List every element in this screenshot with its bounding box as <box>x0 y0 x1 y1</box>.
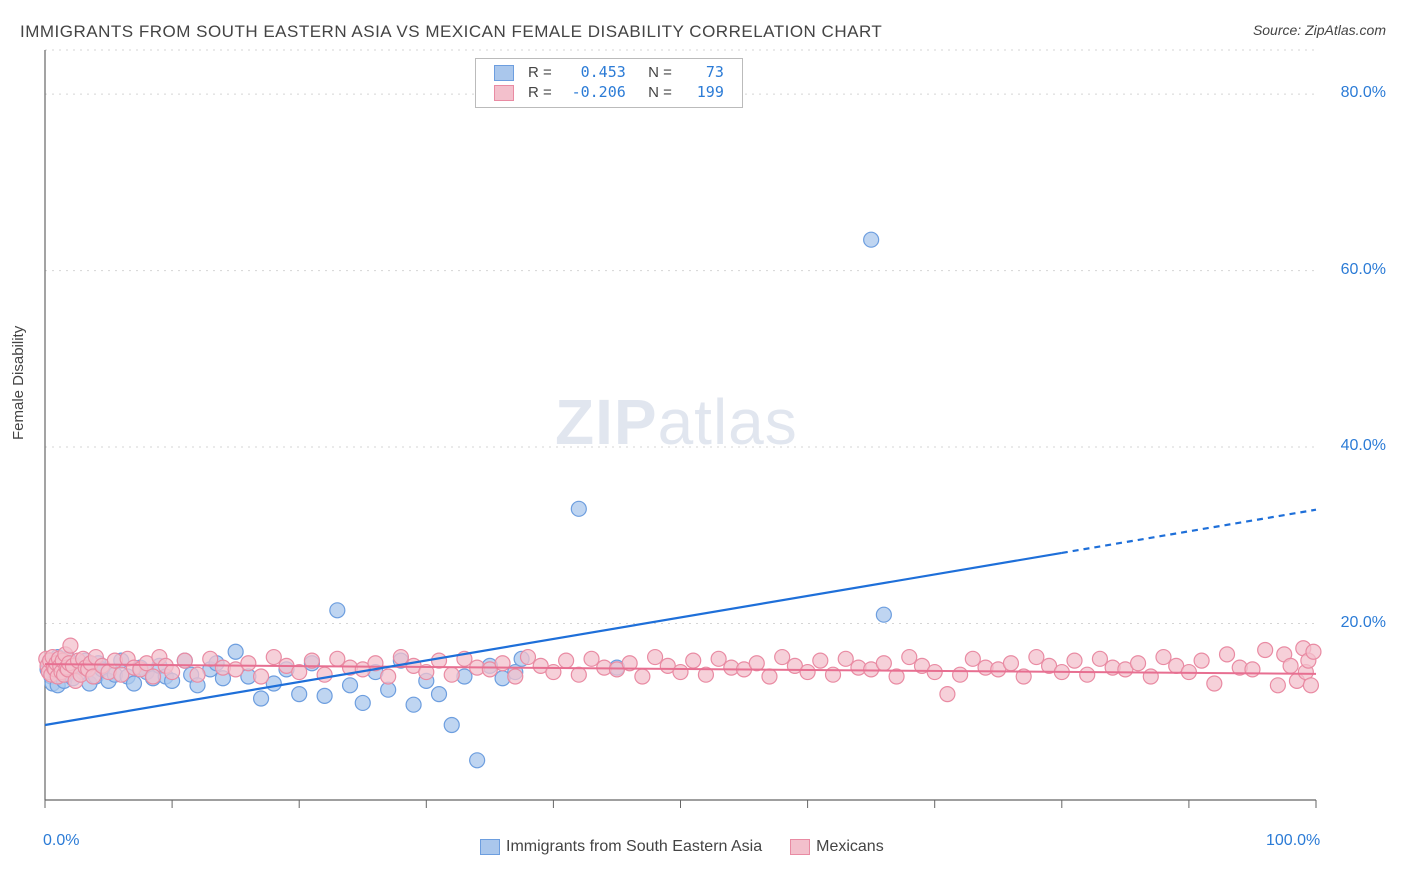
legend-series: Immigrants from South Eastern AsiaMexica… <box>480 838 912 856</box>
x-tick: 100.0% <box>1266 832 1320 850</box>
legend-stats: R =0.453 N =73R =-0.206 N =199 <box>475 58 743 108</box>
y-tick: 60.0% <box>1341 261 1386 279</box>
y-tick: 40.0% <box>1341 437 1386 455</box>
correlation-chart <box>0 0 1406 892</box>
x-tick: 0.0% <box>43 832 79 850</box>
y-tick: 80.0% <box>1341 84 1386 102</box>
y-tick: 20.0% <box>1341 614 1386 632</box>
